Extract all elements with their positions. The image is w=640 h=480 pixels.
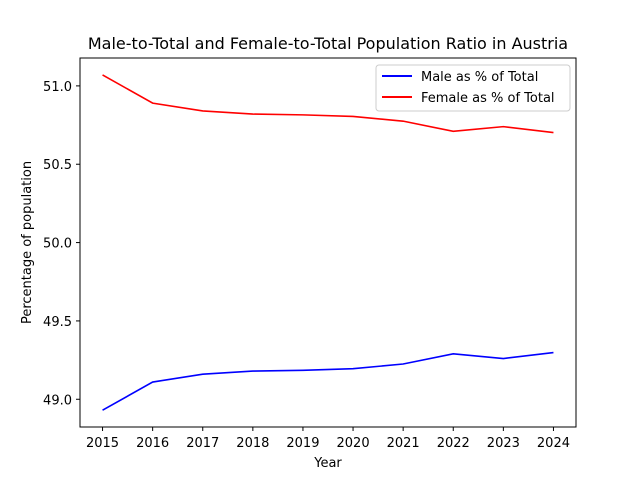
- x-tick-label: 2021: [387, 436, 420, 451]
- y-tick-label: 49.5: [43, 315, 72, 330]
- chart-title: Male-to-Total and Female-to-Total Popula…: [88, 34, 568, 53]
- y-tick-label: 49.0: [43, 393, 72, 408]
- x-tick-label: 2024: [537, 436, 570, 451]
- y-tick-label: 51.0: [43, 80, 72, 95]
- legend-label-female: Female as % of Total: [421, 91, 555, 106]
- legend: Male as % of Total Female as % of Total: [375, 64, 571, 112]
- plot-lines: [102, 74, 554, 411]
- x-tick-label: 2020: [337, 436, 370, 451]
- y-tick-label: 50.5: [43, 158, 72, 173]
- x-axis-title: Year: [313, 456, 342, 471]
- plot-frame: [79, 57, 577, 428]
- y-axis-ticks: 49.0 49.5 50.0 50.5 51.0: [43, 80, 80, 408]
- series-line-male: [102, 351, 554, 411]
- legend-label-male: Male as % of Total: [421, 70, 538, 85]
- x-tick-label: 2017: [186, 436, 219, 451]
- series-line-female: [102, 74, 554, 134]
- x-tick-label: 2015: [86, 436, 119, 451]
- x-tick-label: 2023: [487, 436, 520, 451]
- x-axis-ticks: 2015 2016 2017 2018 2019 2020 2021 2022 2023 2024: [86, 427, 570, 451]
- legend-box: [375, 64, 571, 112]
- x-tick-label: 2022: [437, 436, 470, 451]
- x-tick-label: 2016: [136, 436, 169, 451]
- x-tick-label: 2018: [236, 436, 269, 451]
- y-axis-title: Percentage of population: [20, 161, 35, 324]
- y-tick-label: 50.0: [43, 237, 72, 252]
- x-tick-label: 2019: [286, 436, 319, 451]
